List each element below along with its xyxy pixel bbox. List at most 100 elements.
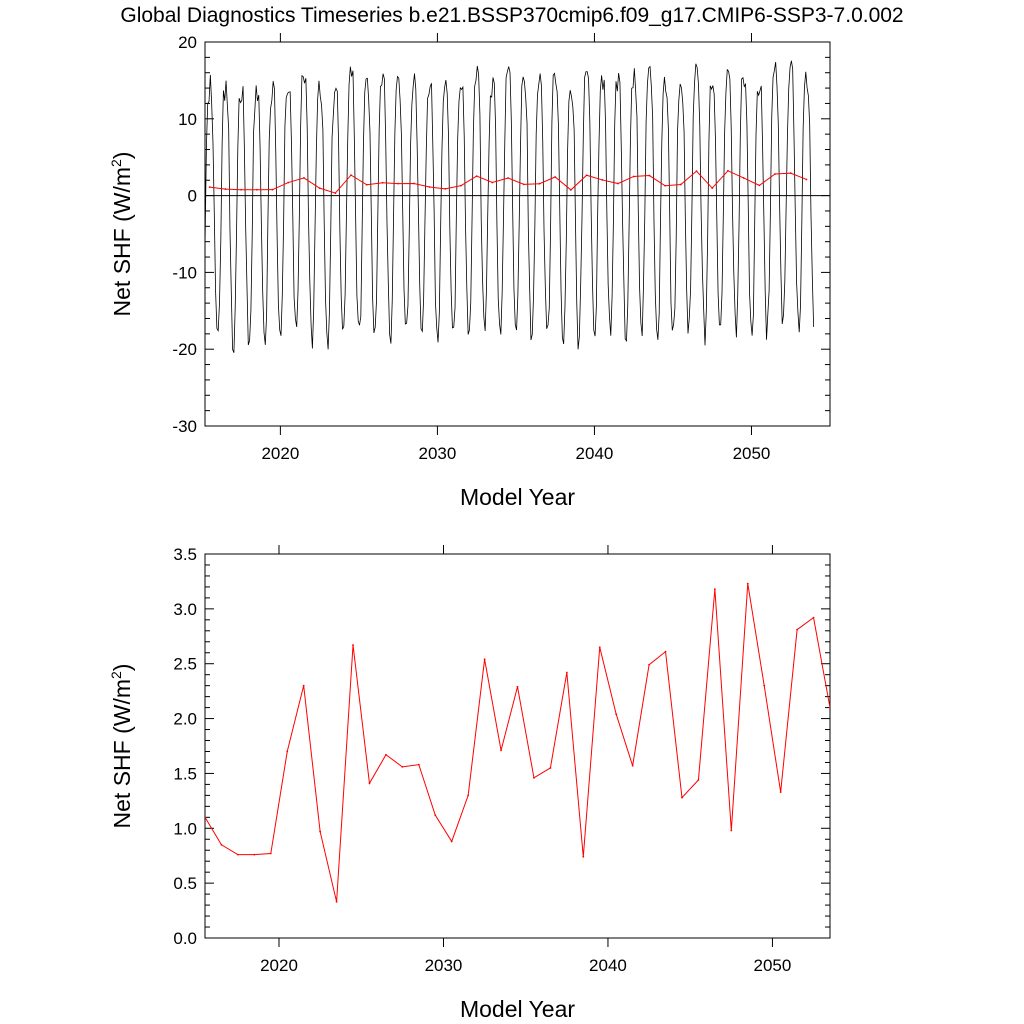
annual-mean-point (271, 188, 274, 191)
annual-mean-point (742, 177, 745, 179)
y-tick-label: 1.5 (173, 764, 197, 783)
annual-mean-point (582, 855, 585, 858)
annual-mean-point (205, 816, 206, 819)
annual-mean-point (381, 181, 384, 184)
annual-mean-point (434, 814, 437, 817)
annual-mean-point (554, 176, 557, 178)
annual-mean-point (302, 684, 305, 687)
annual-mean-series-line (205, 583, 830, 902)
annual-mean-point (538, 182, 541, 185)
annual-mean-point (585, 174, 588, 177)
annual-mean-point (417, 763, 420, 766)
annual-mean-point (335, 900, 338, 903)
annual-mean-point (397, 182, 400, 185)
annual-mean-point (727, 169, 729, 172)
x-tick-label: 2020 (260, 956, 298, 975)
annual-mean-point (758, 184, 761, 187)
y-tick-label: 0.0 (173, 929, 197, 948)
x-tick-label: 2040 (576, 444, 614, 463)
plot-frame (204, 553, 831, 939)
annual-mean-point (648, 663, 650, 666)
annual-mean-point (224, 188, 227, 190)
annual-mean-point (812, 616, 815, 619)
annual-mean-point (516, 685, 519, 688)
y-tick-label: 0.5 (173, 874, 197, 893)
annual-mean-point (617, 182, 619, 185)
annual-mean-point (507, 177, 509, 179)
y-axis-title: Net SHF (W/m2) (108, 152, 135, 317)
monthly-series-line (205, 60, 815, 353)
y-tick-label: 10 (178, 110, 197, 129)
annual-mean-point (401, 765, 404, 768)
y-tick-label: -10 (172, 263, 197, 282)
annual-mean-point (598, 646, 601, 649)
annual-mean-point (444, 187, 447, 190)
annual-mean-point (368, 782, 371, 785)
x-axis-title: Model Year (460, 996, 575, 1022)
y-tick-label: 2.0 (173, 710, 197, 729)
annual-mean-point (615, 713, 618, 716)
annual-mean-point (796, 628, 799, 631)
annual-mean-point (730, 829, 733, 832)
annual-mean-point (681, 796, 683, 799)
annual-mean-point (483, 658, 486, 661)
y-tick-label: 0 (188, 187, 197, 206)
annual-mean-point (334, 192, 337, 194)
bottom-panel-annual: 0.0 0.5 1.0 1.5 2.0 2.5 3.0 3.5 2020 2030 2040 2050… (108, 545, 831, 1022)
y-tick-label: 1.0 (173, 819, 197, 838)
annual-mean-point (500, 749, 502, 752)
x-tick-label: 2050 (733, 444, 771, 463)
annual-mean-point (746, 582, 749, 585)
y-tick-label: 2.5 (173, 655, 197, 674)
annual-mean-point (208, 186, 211, 189)
annual-mean-point (236, 853, 239, 856)
x-tick-label: 2030 (418, 444, 456, 463)
annual-mean-point (631, 764, 634, 767)
annual-mean-point (491, 181, 494, 184)
annual-mean-point (385, 753, 387, 756)
y-tick-label: 3.5 (173, 545, 197, 564)
annual-mean-point (779, 791, 782, 793)
annual-mean-point (220, 843, 223, 846)
y-tick-label: -30 (172, 417, 197, 436)
annual-mean-point (697, 779, 700, 781)
plot-area (205, 582, 830, 903)
annual-mean-point (475, 175, 478, 177)
annual-mean-point (253, 853, 256, 856)
annual-mean-point (679, 183, 682, 186)
annual-mean-point (789, 172, 792, 175)
annual-mean-point (522, 183, 525, 186)
annual-mean-point (467, 794, 470, 797)
x-tick-label: 2020 (261, 444, 299, 463)
annual-mean-point (664, 184, 667, 187)
annual-mean-point (763, 684, 766, 687)
annual-mean-point (365, 183, 368, 186)
annual-mean-point (569, 189, 572, 191)
annual-mean-point (450, 840, 453, 843)
annual-mean-point (255, 188, 258, 191)
y-tick-label: 20 (178, 33, 197, 52)
annual-mean-point (648, 174, 651, 177)
annual-mean-point (318, 187, 321, 190)
annual-mean-point (805, 178, 808, 181)
annual-mean-point (350, 174, 352, 176)
annual-mean-point (711, 187, 714, 189)
y-axis-title: Net SHF (W/m2) (108, 664, 135, 829)
annual-mean-point (460, 184, 462, 187)
plot-area (205, 60, 815, 353)
annual-mean-point (352, 644, 354, 646)
annual-mean-point (287, 181, 290, 184)
y-tick-label: 3.0 (173, 600, 197, 619)
x-tick-label: 2030 (425, 956, 463, 975)
annual-mean-point (565, 671, 568, 674)
annual-mean-point (774, 173, 776, 175)
annual-mean-point (533, 776, 535, 779)
annual-mean-point (319, 830, 322, 833)
annual-mean-series-line (209, 170, 807, 194)
y-tick-label: -20 (172, 340, 197, 359)
annual-mean-point (240, 188, 243, 191)
annual-mean-point (303, 177, 305, 179)
annual-mean-point (713, 588, 716, 591)
